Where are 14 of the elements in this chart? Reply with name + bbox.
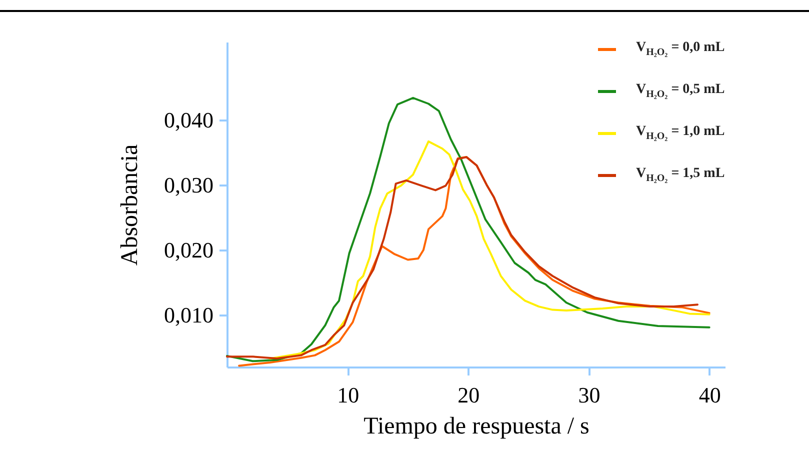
y-tick-label: 0,040 <box>164 108 214 132</box>
y-tick-label: 0,020 <box>164 238 214 262</box>
x-tick-label: 40 <box>698 382 721 408</box>
y-tick-label: 0,010 <box>164 302 214 328</box>
legend-label: V$_{H₂O₂}$ = 0,5 mL <box>636 82 725 100</box>
x-axis-title: Tiempo de respuesta / s <box>364 414 590 440</box>
legend-label: V$_{H₂O₂}$ = 1,5 mL <box>636 166 725 184</box>
x-tick-label: 10 <box>337 382 360 408</box>
x-tick-label: 30 <box>578 382 600 408</box>
y-axis-title: Absorbancia <box>117 144 143 266</box>
legend-label: V$_{H₂O₂}$ = 0,0 mL <box>636 40 725 58</box>
legend-label: V$_{H₂O₂}$ = 1,0 mL <box>636 124 725 142</box>
y-tick-label: 0,030 <box>164 172 214 198</box>
x-tick-label: 20 <box>458 382 480 408</box>
